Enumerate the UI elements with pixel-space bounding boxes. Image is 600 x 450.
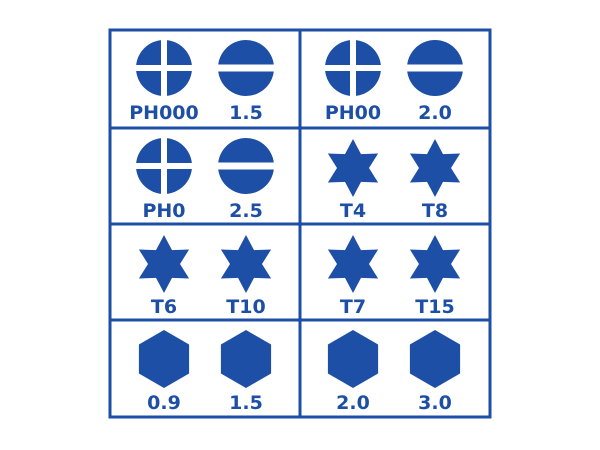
- bit-size-label: 1.5: [229, 102, 263, 124]
- bit-size-label: 2.5: [229, 200, 263, 222]
- torx-bit: T10: [220, 235, 272, 318]
- bit-size-label: T10: [226, 296, 265, 318]
- slotted-bit: 2.5: [217, 138, 275, 222]
- bit-size-label: 1.5: [229, 392, 263, 414]
- phillips-bit: PH0: [135, 137, 193, 222]
- slotted-icon: [217, 138, 275, 194]
- hex-bit: 2.0: [327, 330, 379, 414]
- torx-icon: [327, 235, 379, 293]
- hex-icon: [138, 330, 190, 388]
- torx-icon: [327, 139, 379, 197]
- bit-size-label: 3.0: [418, 392, 452, 414]
- hex-icon: [409, 330, 461, 388]
- bit-size-label: T7: [340, 296, 366, 318]
- bit-size-label: PH000: [129, 102, 199, 124]
- torx-bit: T15: [409, 235, 461, 318]
- slotted-icon: [217, 40, 275, 96]
- bit-size-label: T4: [340, 200, 366, 222]
- hex-bit: 3.0: [409, 330, 461, 414]
- slotted-bit: 1.5: [217, 40, 275, 124]
- torx-icon: [220, 235, 272, 293]
- bit-size-label: T8: [422, 200, 448, 222]
- bit-size-label: 2.0: [336, 392, 370, 414]
- bit-size-label: PH0: [142, 200, 185, 222]
- bit-size-label: PH00: [325, 102, 381, 124]
- bit-size-label: 0.9: [147, 392, 181, 414]
- slotted-bit: 2.0: [406, 40, 464, 124]
- torx-icon: [409, 235, 461, 293]
- phillips-bit: PH000: [129, 39, 199, 124]
- phillips-bit: PH00: [324, 39, 382, 124]
- torx-icon: [409, 139, 461, 197]
- phillips-icon: [324, 39, 382, 97]
- bit-size-label: T6: [151, 296, 177, 318]
- hex-icon: [220, 330, 272, 388]
- phillips-icon: [135, 137, 193, 195]
- slotted-icon: [406, 40, 464, 96]
- torx-bit: T6: [138, 235, 190, 318]
- torx-bit: T7: [327, 235, 379, 318]
- torx-bit: T8: [409, 139, 461, 222]
- torx-bit: T4: [327, 139, 379, 222]
- hex-bit: 1.5: [220, 330, 272, 414]
- torx-icon: [138, 235, 190, 293]
- hex-bit: 0.9: [138, 330, 190, 414]
- bit-size-label: T15: [415, 296, 454, 318]
- bit-size-label: 2.0: [418, 102, 452, 124]
- hex-icon: [327, 330, 379, 388]
- phillips-icon: [135, 39, 193, 97]
